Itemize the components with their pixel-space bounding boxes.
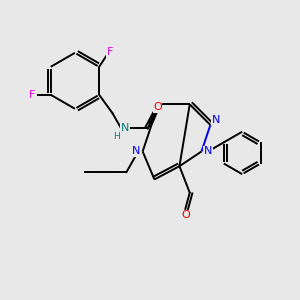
Text: O: O <box>181 210 190 220</box>
Text: N: N <box>132 146 140 157</box>
Text: O: O <box>153 102 162 112</box>
Text: F: F <box>29 90 35 100</box>
Text: F: F <box>107 47 113 57</box>
Text: N: N <box>204 146 212 157</box>
Text: H: H <box>113 132 120 141</box>
Text: N: N <box>121 123 129 134</box>
Text: N: N <box>212 115 220 125</box>
